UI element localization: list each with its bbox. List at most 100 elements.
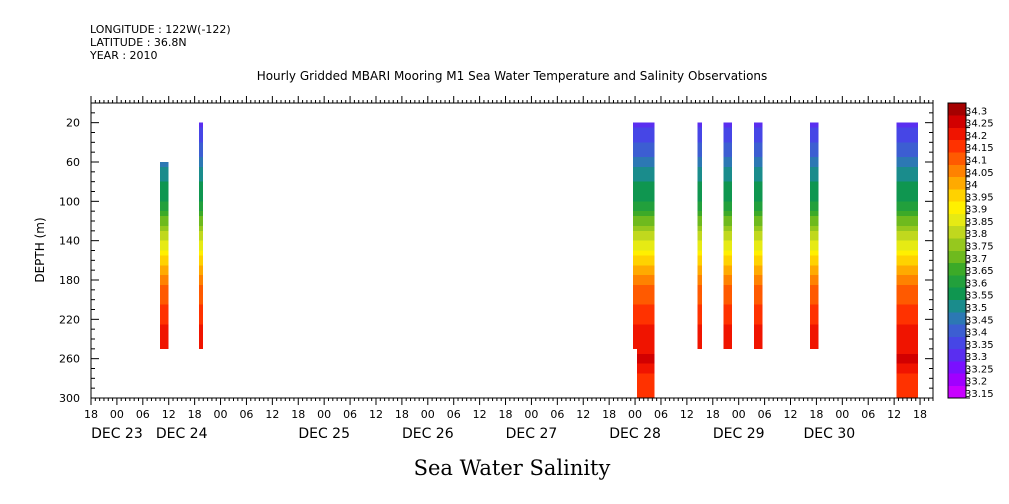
salinity-cell <box>637 137 655 143</box>
salinity-cell <box>896 196 918 202</box>
salinity-cell <box>160 260 169 266</box>
salinity-cell <box>637 378 655 384</box>
salinity-cell <box>198 191 204 197</box>
colorbar-swatch <box>948 373 966 387</box>
salinity-cell <box>896 309 918 315</box>
colorbar-swatch <box>948 287 966 300</box>
salinity-cell <box>632 280 638 286</box>
salinity-cell <box>637 221 655 227</box>
salinity-cell <box>896 171 918 177</box>
salinity-cell <box>809 343 819 350</box>
x-tick-label: 12 <box>887 408 901 421</box>
salinity-cell <box>896 388 918 394</box>
salinity-cell <box>637 373 655 379</box>
x-tick-label: 06 <box>136 408 150 421</box>
longitude-label: LONGITUDE : 122W(-122) <box>90 23 231 36</box>
salinity-cell <box>697 201 702 207</box>
colorbar-swatch <box>948 336 966 350</box>
salinity-cell <box>896 181 918 187</box>
salinity-cell <box>697 265 702 271</box>
salinity-cell <box>809 329 819 335</box>
x-tick-label: 06 <box>343 408 357 421</box>
salinity-cell <box>637 368 655 374</box>
salinity-cell <box>697 324 702 330</box>
colorbar-label: 34 <box>965 180 978 191</box>
salinity-cell <box>198 235 204 241</box>
data-column-7 <box>753 122 763 350</box>
salinity-cell <box>809 142 819 148</box>
salinity-cell <box>198 289 204 295</box>
salinity-cell <box>160 275 169 281</box>
salinity-cell <box>697 250 702 256</box>
salinity-cell <box>753 152 763 158</box>
salinity-cell <box>723 245 733 251</box>
salinity-cell <box>637 250 655 256</box>
salinity-cell <box>809 334 819 340</box>
x-tick-label: 12 <box>473 408 487 421</box>
salinity-cell <box>809 250 819 256</box>
salinity-cell <box>632 235 638 241</box>
salinity-cell <box>809 216 819 222</box>
salinity-cell <box>896 176 918 182</box>
salinity-cell <box>637 363 655 369</box>
salinity-cell <box>723 329 733 335</box>
salinity-cell <box>723 324 733 330</box>
salinity-cell <box>809 196 819 202</box>
salinity-cell <box>809 294 819 300</box>
salinity-cell <box>753 289 763 295</box>
salinity-cell <box>753 343 763 350</box>
salinity-cell <box>198 230 204 236</box>
salinity-cell <box>809 324 819 330</box>
salinity-cell <box>198 250 204 256</box>
colorbar-swatch <box>948 262 966 276</box>
y-tick-label: 60 <box>66 156 80 169</box>
salinity-cell <box>632 289 638 295</box>
salinity-cell <box>723 147 733 153</box>
salinity-cell <box>637 196 655 202</box>
salinity-cell <box>753 230 763 236</box>
colorbar-swatch <box>948 348 966 362</box>
year-label: YEAR : 2010 <box>90 49 158 62</box>
salinity-cell <box>632 216 638 222</box>
salinity-cell <box>697 166 702 173</box>
colorbar-label: 33.9 <box>965 205 987 216</box>
salinity-cell <box>632 319 638 325</box>
salinity-cell <box>198 294 204 300</box>
salinity-cell <box>632 314 638 320</box>
salinity-cell <box>697 137 702 143</box>
salinity-cell <box>160 339 169 345</box>
salinity-cell <box>160 245 169 251</box>
salinity-cell <box>198 221 204 227</box>
salinity-cell <box>697 299 702 305</box>
salinity-cell <box>896 280 918 286</box>
salinity-cell <box>723 270 733 276</box>
colorbar-label: 33.4 <box>965 328 987 339</box>
salinity-cell <box>637 299 655 305</box>
salinity-cell <box>723 132 733 138</box>
salinity-cell <box>160 329 169 335</box>
x-tick-label: 12 <box>162 408 176 421</box>
x-tick-label: 00 <box>732 408 746 421</box>
salinity-cell <box>723 304 733 310</box>
salinity-cell <box>753 181 763 187</box>
salinity-cell <box>723 240 733 246</box>
salinity-cell <box>697 186 702 192</box>
salinity-cell <box>160 250 169 256</box>
salinity-cell <box>896 314 918 320</box>
salinity-cell <box>697 225 702 232</box>
colorbar-label: 34.1 <box>965 155 987 166</box>
salinity-cell <box>896 250 918 256</box>
x-tick-label: 12 <box>369 408 383 421</box>
salinity-cell <box>632 304 638 310</box>
salinity-cell <box>753 147 763 153</box>
y-tick-label: 300 <box>59 392 80 405</box>
salinity-cell <box>896 299 918 305</box>
salinity-cell <box>198 201 204 207</box>
salinity-cell <box>160 314 169 320</box>
x-day-label: DEC 30 <box>804 426 856 442</box>
salinity-cell <box>753 339 763 345</box>
salinity-cell <box>160 162 169 168</box>
colorbar-swatch <box>948 225 966 239</box>
salinity-cell <box>697 221 702 227</box>
salinity-cell <box>809 289 819 295</box>
